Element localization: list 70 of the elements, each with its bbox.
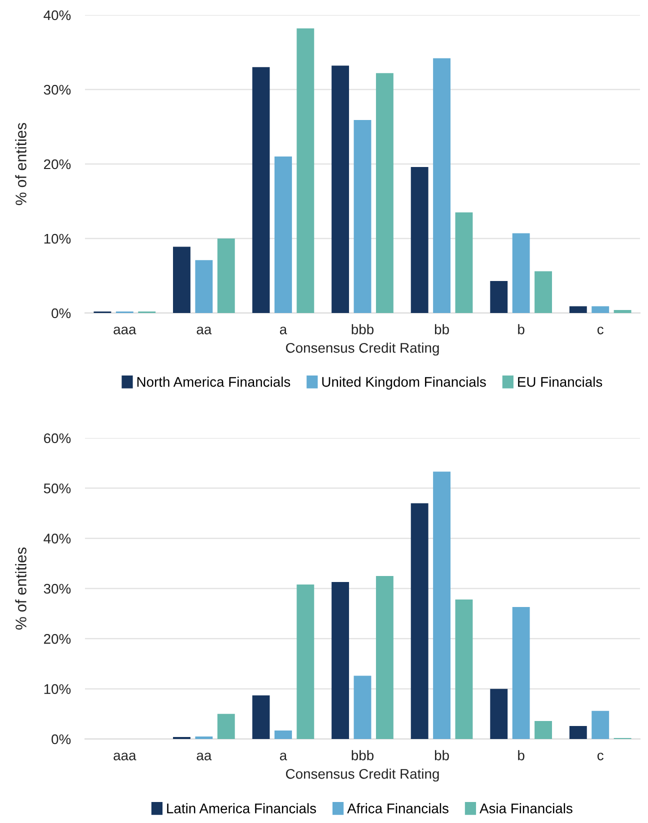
y-tick-label: 60% bbox=[44, 433, 71, 444]
bar bbox=[455, 212, 473, 313]
y-axis-title: % of entities bbox=[15, 122, 26, 206]
x-tick-label: aaa bbox=[114, 752, 136, 760]
x-tick-label: a bbox=[280, 326, 288, 334]
y-tick-label: 50% bbox=[44, 484, 71, 494]
bar bbox=[455, 600, 473, 739]
x-tick-label: b bbox=[518, 324, 524, 334]
bar bbox=[217, 714, 235, 739]
bar bbox=[296, 584, 314, 739]
x-tick-label: bb bbox=[434, 750, 449, 760]
x-tick-label: c bbox=[597, 752, 604, 760]
bar bbox=[569, 306, 587, 313]
bar bbox=[332, 582, 350, 739]
y-tick-label: 20% bbox=[44, 159, 71, 170]
bar bbox=[534, 271, 552, 313]
bar bbox=[296, 28, 314, 313]
bar bbox=[217, 238, 235, 313]
bar bbox=[410, 503, 428, 739]
bar bbox=[614, 310, 632, 313]
bar bbox=[376, 73, 394, 313]
bar bbox=[274, 730, 292, 739]
legend-label: North America Financials bbox=[137, 376, 290, 387]
bar bbox=[354, 676, 372, 739]
x-axis-title: Consensus Credit Rating bbox=[286, 342, 439, 356]
bar bbox=[490, 688, 508, 739]
bar bbox=[433, 472, 451, 739]
bar bbox=[433, 58, 451, 313]
bar bbox=[354, 120, 372, 313]
legend-label: Africa Financials bbox=[347, 803, 448, 814]
y-axis-title: % of entities bbox=[15, 547, 26, 630]
y-tick-label: 0% bbox=[52, 734, 71, 744]
x-tick-label: b bbox=[518, 750, 524, 760]
y-tick-label: 40% bbox=[44, 534, 71, 544]
bar bbox=[512, 607, 530, 739]
bar bbox=[534, 720, 552, 739]
x-tick-label: aa bbox=[196, 752, 212, 760]
x-tick-label: bbb bbox=[352, 750, 374, 760]
y-tick-label: 10% bbox=[44, 684, 71, 694]
y-tick-label: 30% bbox=[44, 584, 71, 594]
x-tick-label: c bbox=[597, 326, 604, 334]
bar bbox=[252, 695, 270, 739]
bar bbox=[252, 67, 270, 313]
legend-label: Asia Financials bbox=[480, 803, 572, 814]
bar bbox=[173, 246, 190, 313]
bar bbox=[195, 736, 213, 739]
x-tick-label: bb bbox=[434, 324, 449, 334]
bar bbox=[410, 166, 428, 313]
bar bbox=[569, 726, 587, 739]
y-tick-label: 30% bbox=[44, 84, 71, 95]
bar bbox=[592, 306, 610, 313]
x-tick-label: aa bbox=[196, 326, 212, 334]
y-tick-label: 20% bbox=[44, 634, 71, 644]
x-tick-label: a bbox=[280, 752, 288, 760]
legend-label: Latin America Financials bbox=[167, 803, 316, 814]
bar bbox=[592, 710, 610, 739]
y-tick-label: 10% bbox=[44, 234, 71, 244]
x-tick-label: aaa bbox=[114, 326, 136, 334]
y-tick-label: 40% bbox=[44, 10, 71, 20]
bar bbox=[274, 156, 292, 313]
bar bbox=[512, 233, 530, 313]
bar bbox=[332, 66, 350, 313]
legend-label: EU Financials bbox=[518, 376, 602, 387]
bar bbox=[490, 280, 508, 313]
y-tick-label: 0% bbox=[52, 308, 71, 318]
x-axis-title: Consensus Credit Rating bbox=[286, 768, 439, 782]
x-tick-label: bbb bbox=[352, 324, 374, 334]
bar bbox=[376, 576, 394, 739]
bar bbox=[195, 260, 213, 313]
legend-label: United Kingdom Financials bbox=[322, 376, 486, 390]
